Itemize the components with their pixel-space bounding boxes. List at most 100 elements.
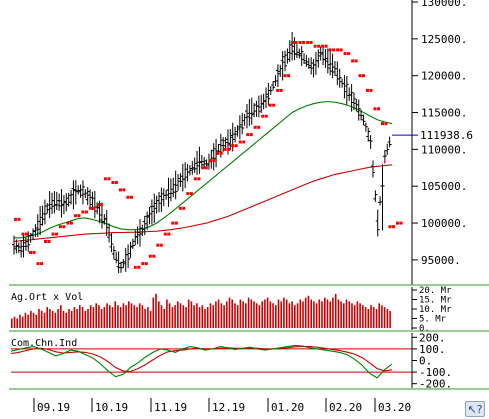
volume-bar <box>109 305 111 328</box>
volume-bar <box>283 297 285 328</box>
sar-dot <box>107 177 111 181</box>
sar-dot <box>388 225 392 229</box>
sar-dot <box>309 41 313 44</box>
volume-bar <box>381 305 383 328</box>
sar-dot <box>62 225 66 229</box>
ma-long-line <box>13 164 393 243</box>
volume-bar <box>163 309 165 328</box>
sar-dot <box>32 251 36 254</box>
volume-bar <box>174 305 176 328</box>
volume-bar <box>353 305 356 328</box>
volume-bar <box>13 316 16 328</box>
price-tick-label: 125000. <box>421 33 467 46</box>
volume-bar <box>70 310 73 328</box>
sar-dot <box>317 44 321 48</box>
volume-bar <box>60 305 62 328</box>
cci-tick-label: -200. <box>419 378 452 391</box>
price-tick-label: 105000. <box>421 180 467 193</box>
volume-bar <box>296 303 299 328</box>
sar-dot <box>193 177 197 181</box>
volume-bar <box>209 303 212 328</box>
sar-dot <box>268 103 272 107</box>
x-tick-label: 11.19 <box>154 401 187 414</box>
volume-bars <box>11 293 391 328</box>
sar-dot <box>339 48 343 52</box>
volume-bar <box>294 305 296 328</box>
volume-bar <box>11 318 13 328</box>
volume-bar <box>125 305 127 328</box>
volume-bar <box>337 299 340 328</box>
sar-dot <box>118 188 122 192</box>
sar-dot <box>351 59 355 63</box>
volume-bar <box>370 305 372 328</box>
volume-bar <box>372 307 375 328</box>
volume-bar <box>329 301 331 328</box>
sar-dot <box>208 158 212 162</box>
sar-dot <box>156 243 160 247</box>
sar-dot <box>178 206 182 210</box>
volume-bar <box>302 301 304 328</box>
sar-dot <box>328 48 332 52</box>
cci-y-ticks: 200.100.0.-100.-200. <box>412 331 452 391</box>
volume-bar <box>38 309 40 328</box>
volume-bar <box>193 305 195 328</box>
x-tick-label: 12.19 <box>212 401 245 414</box>
cursor-help-button[interactable]: ↖? <box>465 401 485 417</box>
volume-bar <box>362 305 364 328</box>
sar-dot <box>242 140 246 144</box>
sar-dot <box>313 44 317 48</box>
sar-dot <box>321 44 325 48</box>
volume-bar <box>65 312 67 328</box>
sar-dot <box>171 221 175 225</box>
volume-bar <box>288 303 291 328</box>
sar-dot <box>343 52 347 56</box>
volume-bar <box>89 305 92 328</box>
volume-bar <box>130 303 133 328</box>
ma-short-series <box>14 100 393 239</box>
volume-bar <box>16 318 18 328</box>
volume-bar <box>198 307 201 328</box>
volume-bar <box>119 307 122 328</box>
volume-bar <box>79 305 81 328</box>
volume-bar <box>332 297 334 328</box>
sar-dot <box>197 177 201 181</box>
sar-dot <box>167 232 171 236</box>
volume-bar <box>98 305 100 328</box>
volume-bar <box>228 297 231 328</box>
volume-bar <box>299 299 302 328</box>
volume-bar <box>220 303 223 328</box>
volume-bar <box>62 310 65 328</box>
volume-bar <box>378 303 380 328</box>
volume-bar <box>272 303 274 328</box>
volume-bar <box>226 301 228 328</box>
sar-dot <box>219 151 223 155</box>
x-tick-label: 09.19 <box>37 401 70 414</box>
cci-panel: Com.Chn.Ind 200.100.0.-100.-200. <box>10 331 452 391</box>
sar-dot <box>40 262 43 266</box>
price-panel-background <box>9 0 412 285</box>
sar-dot <box>152 254 156 258</box>
sar-dot <box>144 262 148 266</box>
sar-dot <box>186 192 190 196</box>
cci-panel-title: Com.Chn.Ind <box>11 338 77 349</box>
sar-dot <box>182 206 186 210</box>
volume-bar <box>21 316 24 328</box>
volume-tick-label: 0. <box>419 324 430 334</box>
sar-dot <box>253 125 257 129</box>
sar-dot <box>137 265 141 269</box>
volume-bar <box>383 307 386 328</box>
volume-bar <box>187 299 190 328</box>
sar-dot <box>212 158 216 162</box>
volume-bar <box>32 312 35 328</box>
volume-bar <box>345 299 348 328</box>
sar-dot <box>227 147 231 151</box>
cursor-help-icon: ↖? <box>467 402 483 416</box>
volume-bar <box>324 297 326 328</box>
sar-dot <box>306 41 310 44</box>
sar-dot <box>69 221 73 225</box>
volume-tick-label: 15. Mr <box>419 296 452 306</box>
volume-bar <box>261 301 263 328</box>
volume-bar <box>49 309 51 328</box>
volume-bar <box>76 309 78 328</box>
volume-bar <box>231 299 233 328</box>
